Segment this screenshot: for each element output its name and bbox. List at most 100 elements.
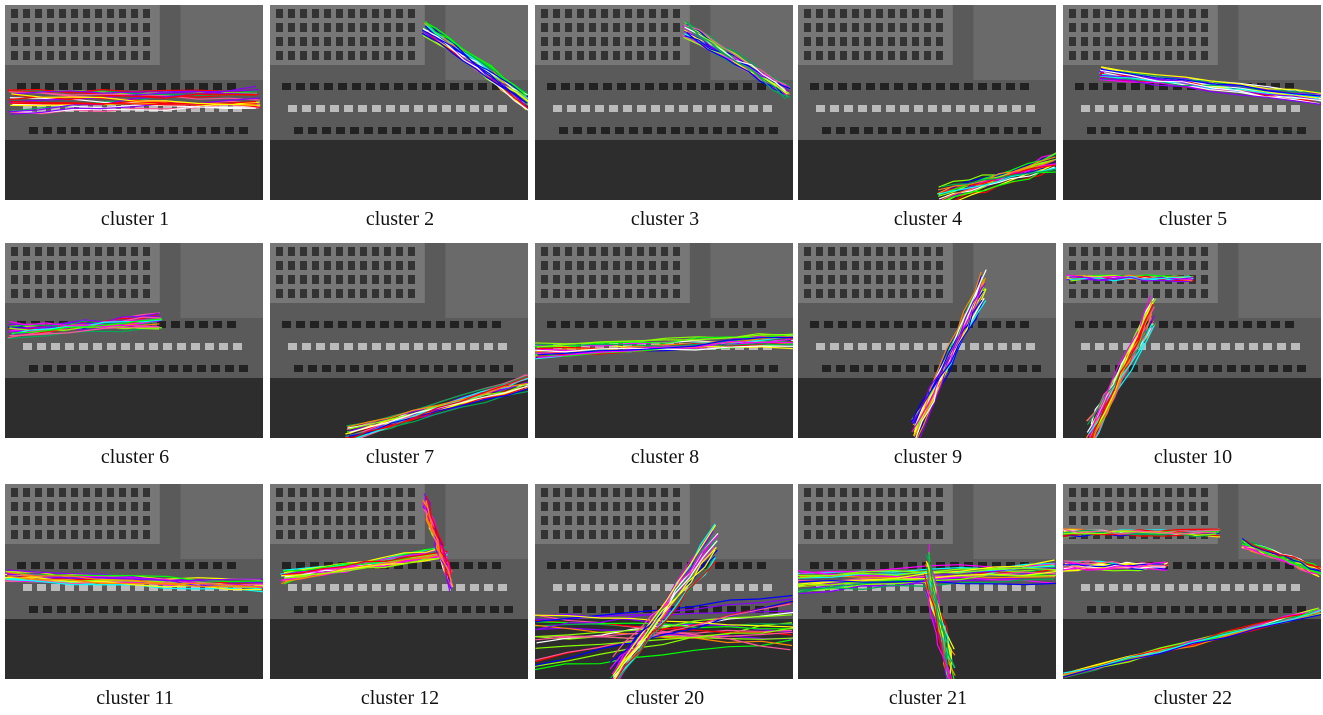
car: [1109, 343, 1118, 350]
window: [804, 247, 811, 256]
window: [1105, 247, 1112, 256]
window: [661, 37, 668, 46]
window: [1177, 516, 1184, 525]
window: [565, 488, 572, 497]
scene-image: [1063, 5, 1321, 200]
window: [1081, 37, 1088, 46]
car: [498, 343, 507, 350]
car: [1229, 562, 1238, 569]
window: [348, 51, 355, 60]
car: [1173, 321, 1182, 328]
window: [613, 488, 620, 497]
window: [1081, 247, 1088, 256]
scene-image: [270, 484, 528, 679]
window: [83, 9, 90, 18]
panel: cluster 1: [5, 5, 265, 231]
window: [804, 37, 811, 46]
window: [11, 275, 18, 284]
car: [197, 365, 206, 372]
window: [276, 516, 283, 525]
window: [396, 502, 403, 511]
car: [288, 105, 297, 112]
window: [300, 488, 307, 497]
window: [396, 23, 403, 32]
window: [864, 502, 871, 511]
car: [490, 606, 499, 613]
car: [1115, 127, 1124, 134]
window: [828, 289, 835, 298]
road: [535, 140, 793, 200]
car: [1117, 83, 1126, 90]
car: [822, 606, 831, 613]
car: [448, 365, 457, 372]
window: [372, 23, 379, 32]
window: [936, 530, 943, 539]
car: [1087, 127, 1096, 134]
car: [169, 365, 178, 372]
car: [358, 584, 367, 591]
car: [308, 127, 317, 134]
car: [85, 365, 94, 372]
car: [420, 365, 429, 372]
window: [1141, 37, 1148, 46]
window: [661, 9, 668, 18]
car: [386, 105, 395, 112]
window: [613, 247, 620, 256]
window: [553, 502, 560, 511]
window: [637, 261, 644, 270]
car: [1221, 343, 1230, 350]
window: [816, 488, 823, 497]
car: [962, 127, 971, 134]
car: [1263, 105, 1272, 112]
window: [565, 516, 572, 525]
window: [1189, 289, 1196, 298]
window: [336, 261, 343, 270]
car: [183, 365, 192, 372]
car: [1243, 562, 1252, 569]
window: [613, 37, 620, 46]
window: [107, 516, 114, 525]
car: [587, 127, 596, 134]
car: [1165, 105, 1174, 112]
window: [912, 23, 919, 32]
window: [324, 530, 331, 539]
window: [1105, 289, 1112, 298]
car: [101, 562, 110, 569]
window: [47, 502, 54, 511]
car: [434, 365, 443, 372]
window: [360, 23, 367, 32]
panel: cluster 10: [1063, 243, 1323, 469]
car: [1151, 343, 1160, 350]
window: [876, 289, 883, 298]
car: [575, 321, 584, 328]
window: [300, 516, 307, 525]
car: [1269, 606, 1278, 613]
car: [225, 365, 234, 372]
window: [47, 488, 54, 497]
window: [408, 23, 415, 32]
window: [83, 530, 90, 539]
window: [143, 37, 150, 46]
window: [816, 37, 823, 46]
window: [649, 275, 656, 284]
building: [710, 484, 793, 559]
window: [300, 289, 307, 298]
car: [378, 606, 387, 613]
car: [601, 365, 610, 372]
window: [23, 289, 30, 298]
window: [23, 23, 30, 32]
car: [922, 83, 931, 90]
window: [936, 289, 943, 298]
window: [11, 23, 18, 32]
window: [589, 488, 596, 497]
window: [828, 530, 835, 539]
car: [316, 105, 325, 112]
window: [852, 261, 859, 270]
car: [685, 365, 694, 372]
car: [824, 321, 833, 328]
car: [1241, 606, 1250, 613]
car: [462, 365, 471, 372]
window: [1153, 51, 1160, 60]
window: [131, 275, 138, 284]
window: [1141, 488, 1148, 497]
